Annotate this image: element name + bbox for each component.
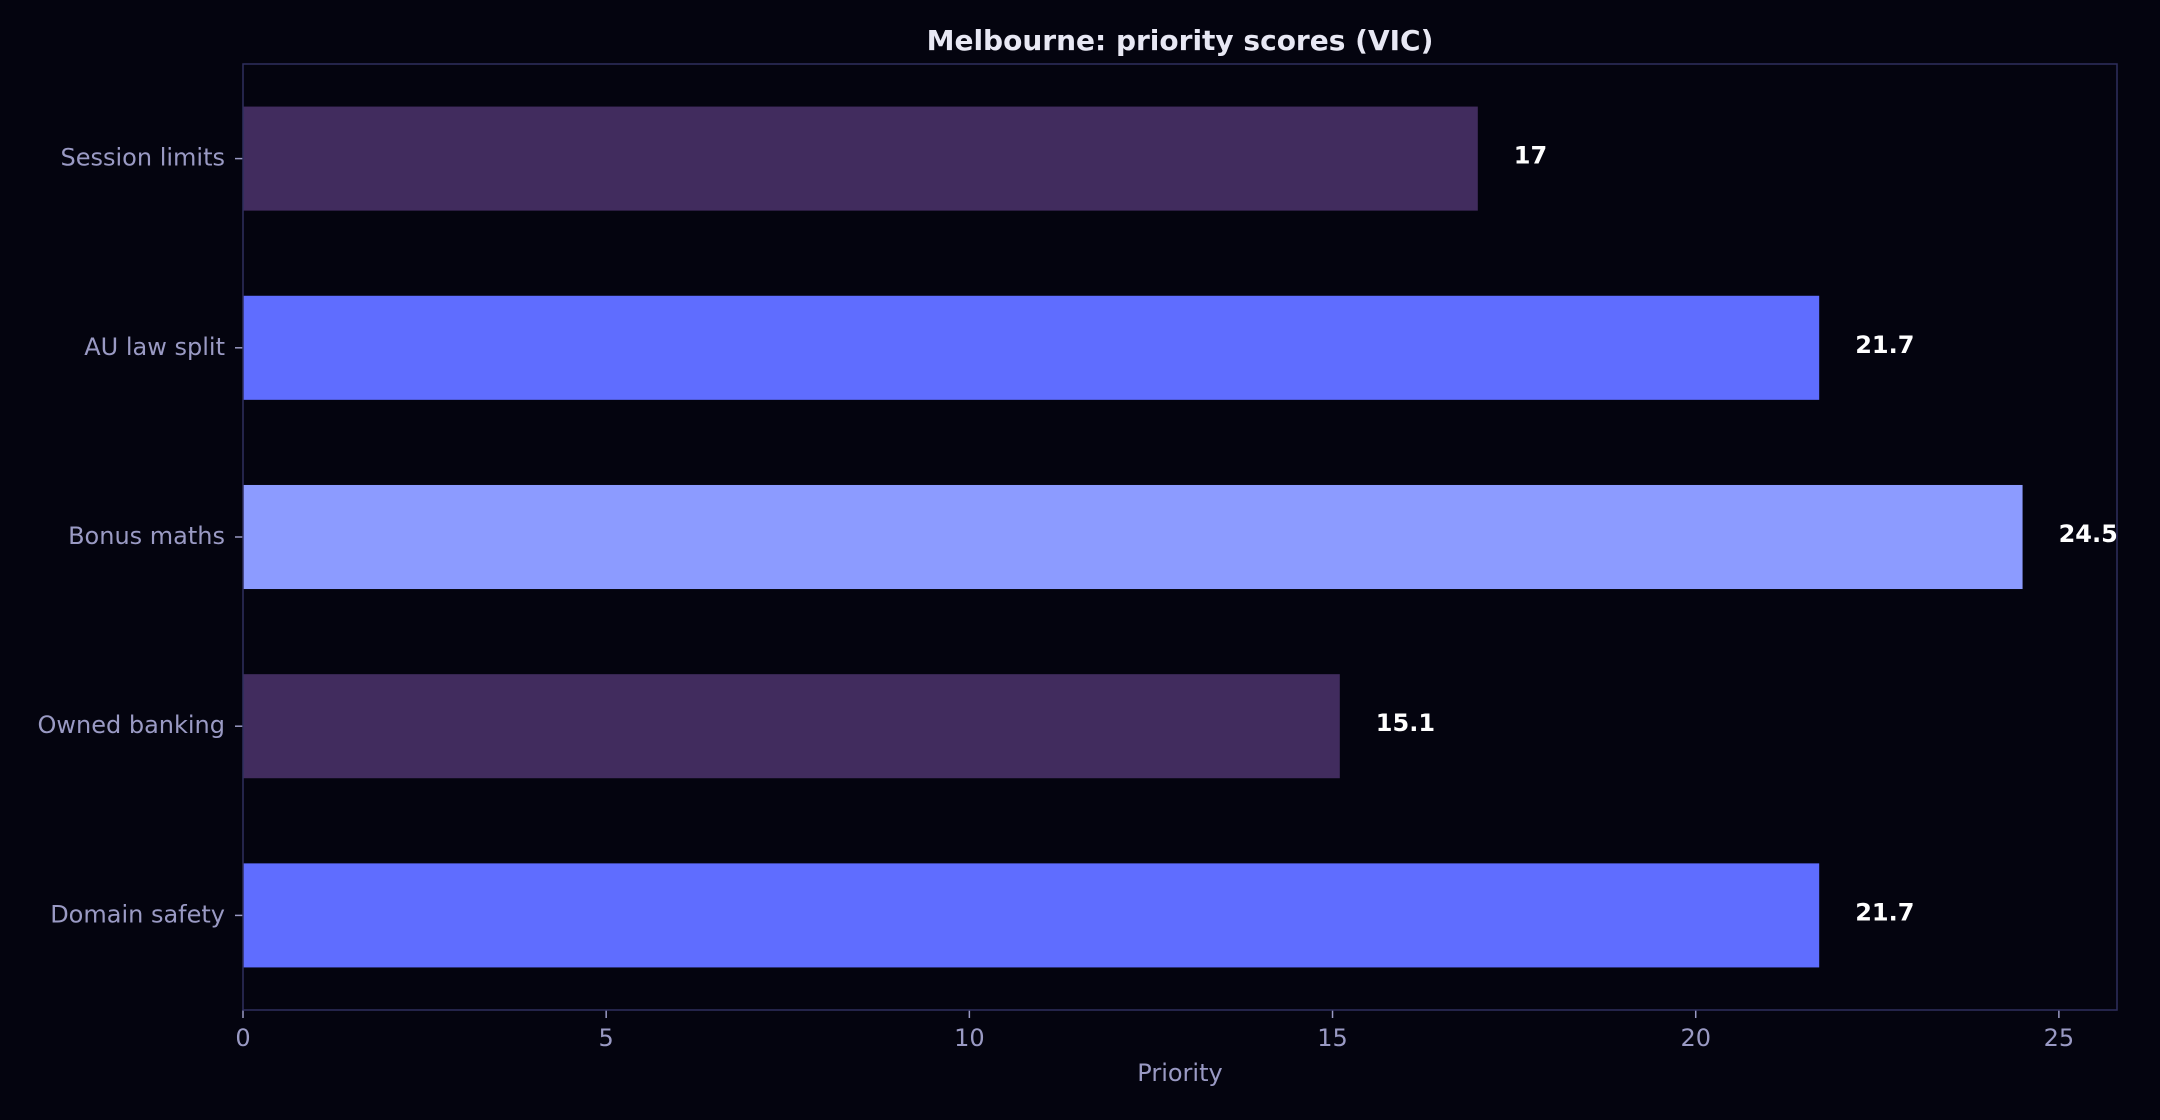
bar-bonus-maths	[243, 484, 2023, 590]
y-tick-label-bonus-maths: Bonus maths	[68, 522, 225, 550]
bars-layer	[243, 106, 2023, 968]
bar-au-law-split	[243, 295, 1820, 400]
value-label-bonus-maths: 24.5	[2059, 520, 2118, 548]
y-axis: Session limits AU law split Bonus maths Own…	[37, 144, 243, 928]
plot-frame	[242, 63, 2118, 1011]
value-labels-layer: 17 21.7 24.5 15.1 21.7	[1376, 142, 2118, 927]
x-tick-label-20: 20	[1680, 1024, 1711, 1052]
value-label-session-limits: 17	[1514, 142, 1547, 170]
y-tick-label-owned-banking: Owned banking	[37, 711, 225, 739]
bar-domain-safety	[243, 863, 1820, 968]
y-tick-label-session-limits: Session limits	[61, 144, 226, 172]
y-tick-label-au-law-split: AU law split	[84, 333, 225, 361]
value-label-owned-banking: 15.1	[1376, 709, 1435, 737]
value-label-au-law-split: 21.7	[1855, 331, 1914, 359]
x-tick-label-5: 5	[599, 1024, 614, 1052]
value-label-domain-safety: 21.7	[1855, 898, 1914, 926]
x-axis: 0 5 10 15 20 25	[235, 1010, 2074, 1052]
bar-session-limits	[243, 106, 1478, 211]
x-tick-label-0: 0	[235, 1024, 250, 1052]
x-axis-label: Priority	[1137, 1059, 1222, 1087]
x-tick-label-10: 10	[954, 1024, 985, 1052]
x-tick-label-15: 15	[1317, 1024, 1348, 1052]
y-tick-label-domain-safety: Domain safety	[50, 900, 225, 928]
x-tick-label-25: 25	[2044, 1024, 2075, 1052]
bar-owned-banking	[243, 674, 1340, 779]
chart-title: Melbourne: priority scores (VIC)	[927, 24, 1434, 57]
